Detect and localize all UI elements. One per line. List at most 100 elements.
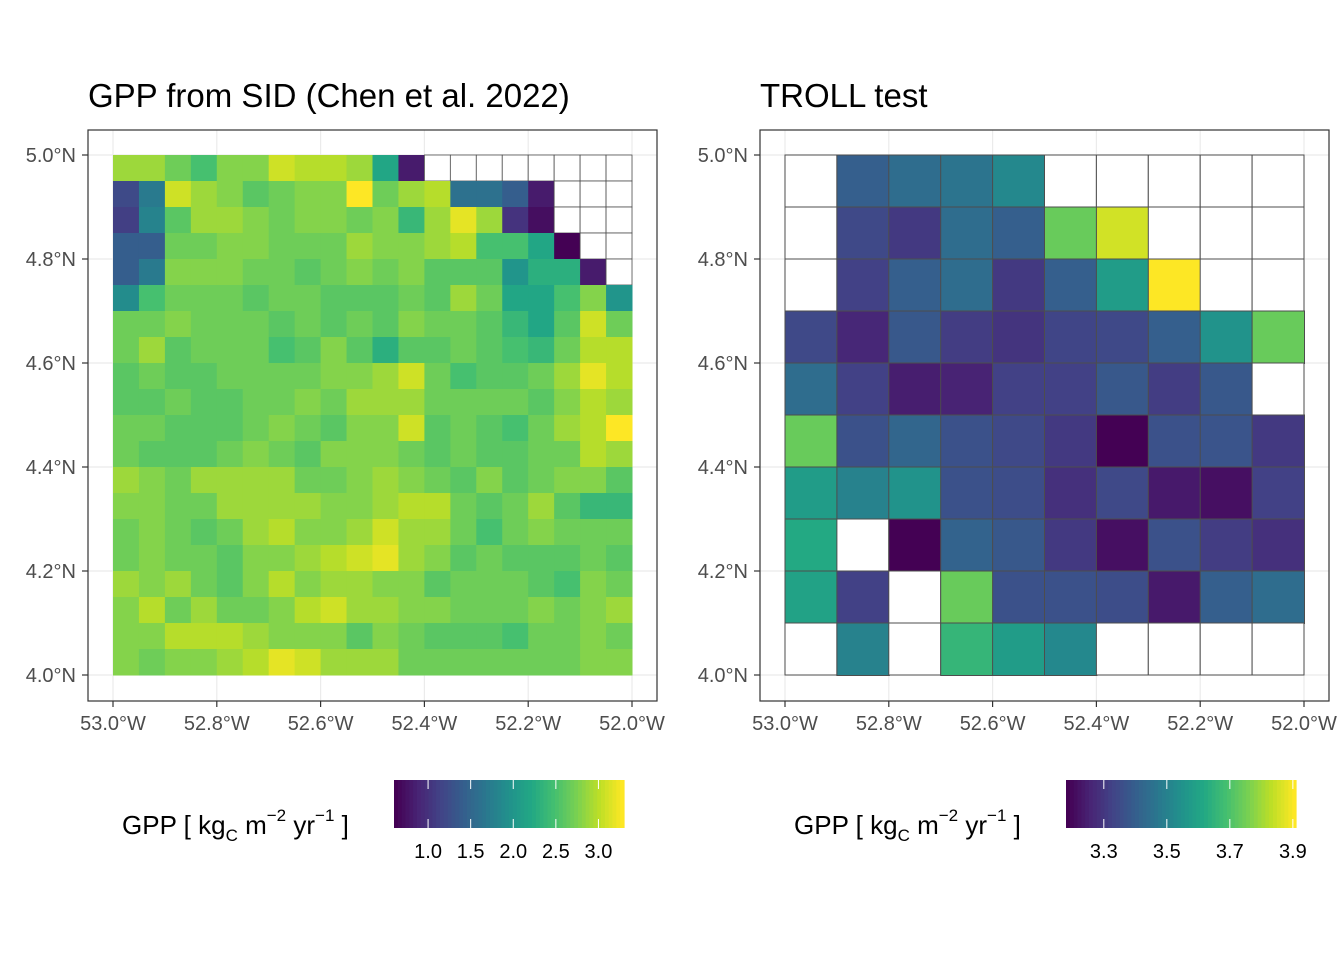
gpp-sid-colorbar-segment — [470, 780, 476, 828]
gpp-sid-heatmap-cell — [242, 389, 270, 416]
troll-test-x-tick-label: 53.0°W — [752, 713, 818, 735]
gpp-sid-empty-cell — [579, 154, 607, 182]
gpp-sid-heatmap-cell — [216, 649, 244, 676]
troll-test-empty-cell — [1199, 154, 1253, 208]
gpp-sid-heatmap-cell — [606, 519, 633, 546]
troll-test-heatmap-cell — [940, 310, 994, 364]
troll-test-colorbar-legend: GPP [ kgC m−2 yr−1 ] 3.3 3.5 3.7 3.9 — [794, 780, 1307, 863]
gpp-sid-heatmap-cell — [450, 285, 477, 312]
troll-test-colorbar-segment — [1188, 780, 1194, 828]
troll-test-panel: TROLL test 53.0°W 52.8°W 52.6°W 52.4°W 52.2°… — [698, 77, 1337, 863]
gpp-sid-heatmap-cell — [580, 415, 607, 442]
gpp-sid-heatmap-cell — [320, 155, 348, 182]
gpp-sid-heatmap-cell — [113, 181, 140, 208]
gpp-sid-heatmap-cell — [450, 207, 477, 234]
gpp-sid-colorbar-legend: GPP [ kgC m−2 yr−1 ] 1.0 1.5 2.0 2.5 3.0 — [122, 780, 625, 863]
gpp-sid-heatmap-cell — [320, 337, 348, 364]
troll-test-colorbar-segment — [1173, 780, 1178, 828]
gpp-sid-heatmap-cell — [398, 207, 425, 234]
gpp-sid-colorbar-segment — [558, 780, 564, 828]
gpp-sid-heatmap-cell — [242, 597, 270, 624]
gpp-sid-colorbar-segment — [608, 780, 614, 828]
gpp-sid-heatmap-cell — [113, 571, 140, 598]
troll-test-heatmap-cell — [1044, 570, 1098, 624]
gpp-sid-colorbar-segment — [459, 780, 464, 828]
gpp-sid-heatmap-cell — [398, 545, 425, 572]
gpp-sid-y-tick-label: 4.2°N — [26, 561, 76, 583]
gpp-sid-heatmap-cell — [268, 545, 296, 572]
gpp-sid-heatmap-cell — [372, 155, 399, 182]
troll-test-heatmap-cell — [784, 414, 838, 468]
gpp-sid-heatmap-cell — [190, 441, 218, 468]
gpp-sid-legend-title: GPP [ kgC m−2 yr−1 ] — [122, 806, 349, 845]
gpp-sid-colorbar-segment — [516, 780, 522, 828]
gpp-sid-heatmap-cell — [242, 233, 270, 260]
gpp-sid-colorbar-segment — [505, 780, 510, 828]
gpp-sid-heatmap-cell — [242, 571, 270, 598]
troll-test-colorbar-segment — [1250, 780, 1255, 828]
troll-test-empty-cell — [784, 154, 838, 208]
gpp-sid-plot-area — [88, 130, 657, 701]
gpp-sid-panel-border — [87, 129, 658, 702]
gpp-sid-colorbar-segment — [597, 780, 602, 828]
gpp-sid-heatmap-cell — [476, 441, 503, 468]
gpp-sid-heatmap-cell — [398, 415, 425, 442]
gpp-sid-heatmap-cell — [398, 233, 425, 260]
troll-test-heatmap-cell — [888, 258, 942, 312]
gpp-sid-heatmap-cell — [372, 519, 399, 546]
gpp-sid-colorbar-segment — [539, 780, 545, 828]
gpp-sid-heatmap-cell — [450, 233, 477, 260]
troll-test-empty-cell — [784, 622, 838, 676]
gpp-sid-heatmap-cell — [320, 207, 348, 234]
gpp-sid-heatmap-cell — [294, 259, 322, 286]
gpp-sid-heatmap-cell — [190, 311, 218, 338]
troll-test-colorbar-segment — [1108, 780, 1113, 828]
gpp-sid-heatmap-cell — [294, 493, 322, 520]
gpp-sid-colorbar-segment — [493, 780, 499, 828]
gpp-sid-colorbar-segment — [466, 780, 472, 828]
gpp-sid-heatmap-cell — [398, 259, 425, 286]
troll-test-heatmap-cell — [888, 466, 942, 520]
gpp-sid-heatmap-cell — [190, 623, 218, 650]
troll-test-colorbar-segment — [1273, 780, 1278, 828]
gpp-sid-heatmap-cell — [216, 181, 244, 208]
gpp-sid-heatmap-cell — [164, 285, 192, 312]
gpp-sid-heatmap-cell — [113, 493, 140, 520]
gpp-sid-x-tick-label: 52.2°W — [495, 713, 561, 735]
gpp-sid-heatmap-cell — [476, 649, 503, 676]
gpp-sid-heatmap-cell — [528, 649, 555, 676]
troll-test-heatmap-cell — [1044, 414, 1098, 468]
gpp-sid-colorbar-segment — [489, 780, 495, 828]
gpp-sid-heatmap-cell — [138, 415, 166, 442]
troll-test-colorbar-segment — [1154, 780, 1159, 828]
gpp-sid-heatmap-cell — [528, 467, 555, 494]
gpp-sid-heatmap-cell — [554, 259, 581, 286]
gpp-sid-heatmap-cell — [216, 155, 244, 182]
gpp-sid-heatmap-cell — [346, 571, 373, 598]
gpp-sid-heatmap-cell — [164, 519, 192, 546]
gpp-sid-heatmap-cell — [476, 285, 503, 312]
troll-test-heatmap-cell — [888, 310, 942, 364]
gpp-sid-heatmap-cell — [372, 415, 399, 442]
gpp-sid-heatmap-cell — [398, 493, 425, 520]
gpp-sid-heatmap-cell — [450, 415, 477, 442]
gpp-sid-heatmap-cell — [424, 181, 451, 208]
gpp-sid-empty-cell — [553, 180, 581, 208]
gpp-sid-heatmap-cell — [450, 441, 477, 468]
gpp-sid-heatmap-cell — [398, 571, 425, 598]
gpp-sid-heatmap-cell — [580, 493, 607, 520]
troll-test-colorbar-segment — [1169, 780, 1174, 828]
gpp-sid-heatmap-cell — [346, 519, 373, 546]
troll-test-heatmap-cell — [1199, 414, 1254, 468]
gpp-sid-heatmap-cell — [164, 649, 192, 676]
gpp-sid-heatmap-cell — [346, 311, 373, 338]
gpp-sid-x-tick-label: 52.4°W — [391, 713, 457, 735]
gpp-sid-colorbar-segment — [547, 780, 552, 828]
gpp-sid-heatmap-cell — [554, 363, 581, 390]
troll-test-heatmap-cell — [836, 310, 890, 364]
troll-test-plot-area — [760, 130, 1329, 701]
gpp-sid-colorbar-segment — [420, 780, 426, 828]
gpp-sid-empty-cell — [579, 206, 607, 234]
troll-test-colorbar-segment — [1261, 780, 1266, 828]
gpp-sid-empty-cell — [423, 154, 451, 182]
